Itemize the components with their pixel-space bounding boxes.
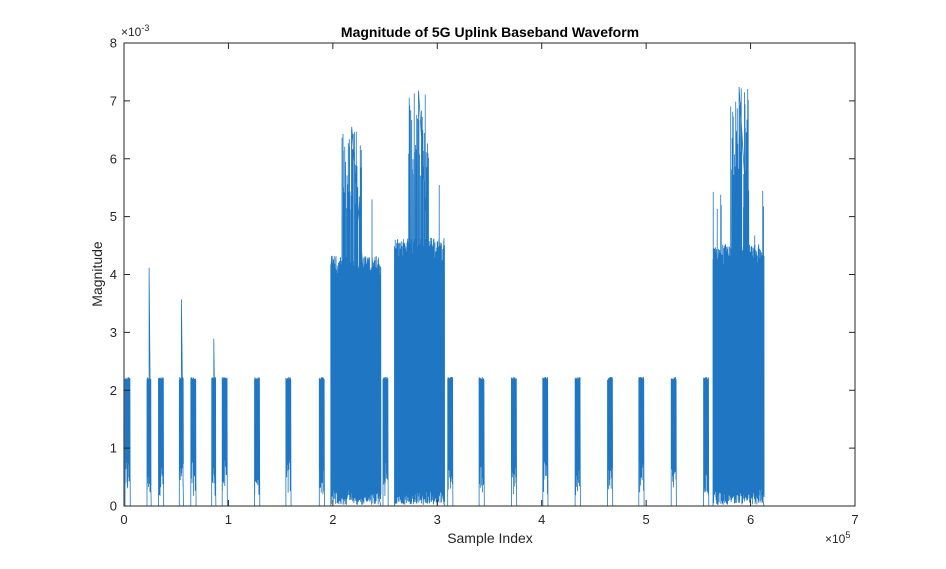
x-tick-label: 7 (851, 512, 858, 527)
y-tick-label: 4 (110, 267, 117, 282)
y-tick-label: 6 (110, 151, 117, 166)
x-tick-label: 2 (329, 512, 336, 527)
x-tick-label: 6 (747, 512, 754, 527)
y-tick-label: 2 (110, 383, 117, 398)
y-tick-label: 3 (110, 325, 117, 340)
x-multiplier-label: ×105 (825, 530, 850, 546)
y-tick-label: 8 (110, 36, 117, 51)
x-tick-label: 4 (538, 512, 545, 527)
x-tick-label: 5 (643, 512, 650, 527)
y-tick-label: 1 (110, 441, 117, 456)
y-tick-label: 5 (110, 209, 117, 224)
series-group (124, 86, 772, 507)
chart-title: Magnitude of 5G Uplink Baseband Waveform (341, 24, 639, 40)
y-axis-label: Magnitude (89, 241, 105, 307)
x-axis-label: Sample Index (447, 530, 533, 546)
y-tick-label: 0 (110, 499, 117, 514)
series-line (124, 86, 772, 507)
x-tick-label: 1 (225, 512, 232, 527)
x-tick-label: 0 (120, 512, 127, 527)
plot-area: 0 1 2 3 4 5 6 7 0 1 2 3 4 5 6 7 8 (110, 36, 859, 528)
ticks-group: 0 1 2 3 4 5 6 7 0 1 2 3 4 5 6 7 8 (110, 36, 859, 528)
x-tick-label: 3 (434, 512, 441, 527)
y-tick-label: 7 (110, 93, 117, 108)
